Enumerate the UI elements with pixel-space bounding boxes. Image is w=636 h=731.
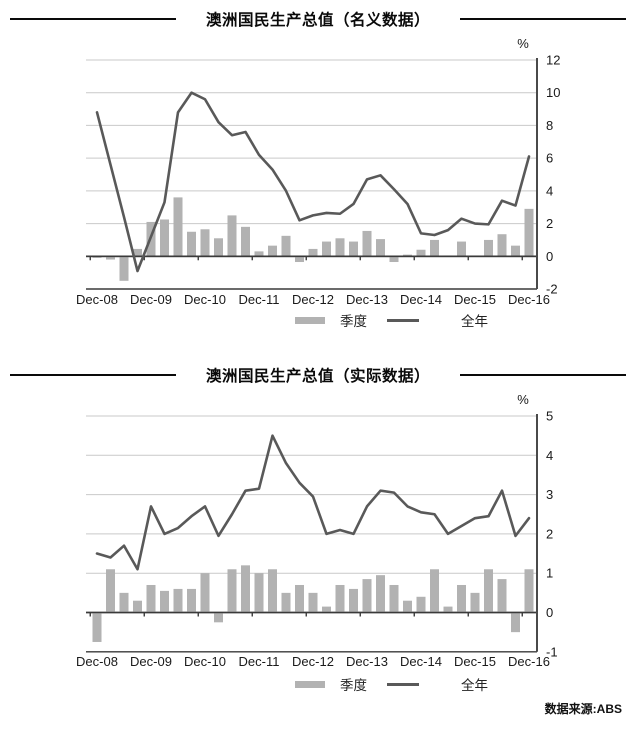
- nominal-gdp-plot: 12 10 8 6 4 2 0 -2% Dec-08 Dec-09 Dec-10 Dec-11 Dec-…: [76, 36, 560, 307]
- real-title-row: 澳洲国民生产总值（实际数据）: [10, 364, 627, 386]
- title-rule-left: [10, 374, 176, 376]
- title-rule-left: [10, 18, 176, 20]
- title-rule-right: [460, 18, 627, 20]
- real-gdp-plot: 5 4 3 2 1 0 -1% Dec-08 Dec-09 Dec-10 Dec-11 Dec-12 D…: [76, 392, 558, 669]
- nominal-title-row: 澳洲国民生产总值（名义数据）: [10, 8, 627, 30]
- svg-text:-1: -1: [546, 644, 558, 659]
- svg-text:Dec-13: Dec-13: [346, 292, 388, 307]
- svg-text:Dec-13: Dec-13: [346, 654, 388, 669]
- svg-text:10: 10: [546, 85, 560, 100]
- nominal-chart-title: 澳洲国民生产总值（名义数据）: [206, 12, 431, 29]
- annual-legend-label: 全年: [461, 314, 488, 329]
- svg-text:5: 5: [546, 409, 553, 424]
- svg-text:Dec-10: Dec-10: [184, 292, 226, 307]
- quarterly-legend-label: 季度: [340, 314, 367, 329]
- svg-text:Dec-08: Dec-08: [76, 654, 118, 669]
- svg-text:Dec-16: Dec-16: [508, 654, 550, 669]
- real-chart-title: 澳洲国民生产总值（实际数据）: [206, 368, 431, 385]
- svg-text:2: 2: [546, 526, 553, 541]
- svg-text:Dec-16: Dec-16: [508, 292, 550, 307]
- svg-text:Dec-11: Dec-11: [239, 654, 280, 669]
- svg-text:2: 2: [546, 216, 553, 231]
- svg-text:Dec-09: Dec-09: [130, 292, 172, 307]
- svg-text:%: %: [517, 392, 529, 407]
- real-chart-legend: 季度 全年: [0, 676, 636, 693]
- svg-text:1: 1: [546, 566, 553, 581]
- annual-line-swatch: [387, 682, 419, 686]
- svg-text:6: 6: [546, 151, 553, 166]
- svg-text:Dec-15: Dec-15: [454, 292, 496, 307]
- svg-text:Dec-15: Dec-15: [454, 654, 496, 669]
- svg-text:%: %: [517, 36, 529, 51]
- svg-text:Dec-12: Dec-12: [292, 292, 334, 307]
- svg-text:Dec-11: Dec-11: [239, 292, 280, 307]
- nominal-gdp-section: 澳洲国民生产总值（名义数据） 12 10 8 6 4 2 0 -2% Dec-08 Dec-09 D…: [0, 8, 636, 329]
- svg-text:Dec-09: Dec-09: [130, 654, 172, 669]
- svg-text:Dec-10: Dec-10: [184, 654, 226, 669]
- data-source-note: 数据来源:ABS: [544, 702, 622, 716]
- annual-line-swatch: [387, 318, 419, 322]
- nominal-chart-legend: 季度 全年: [0, 312, 636, 329]
- svg-text:Dec-14: Dec-14: [400, 292, 442, 307]
- quarterly-bar-swatch: [295, 680, 325, 688]
- svg-text:4: 4: [546, 448, 553, 463]
- svg-text:Dec-12: Dec-12: [292, 654, 334, 669]
- svg-text:3: 3: [546, 487, 553, 502]
- quarterly-bar-swatch: [295, 316, 325, 324]
- svg-text:Dec-08: Dec-08: [76, 292, 118, 307]
- svg-text:12: 12: [546, 53, 560, 68]
- quarterly-legend-label: 季度: [340, 678, 367, 693]
- svg-text:8: 8: [546, 118, 553, 133]
- annual-legend-label: 全年: [461, 678, 488, 693]
- svg-text:-2: -2: [546, 281, 558, 296]
- real-gdp-section: 澳洲国民生产总值（实际数据） 5 4 3 2 1 0 -1% Dec-08 Dec-09 Dec-…: [0, 364, 636, 693]
- svg-text:4: 4: [546, 183, 553, 198]
- title-rule-right: [460, 374, 627, 376]
- svg-text:0: 0: [546, 249, 553, 264]
- svg-text:Dec-14: Dec-14: [400, 654, 442, 669]
- svg-text:0: 0: [546, 605, 553, 620]
